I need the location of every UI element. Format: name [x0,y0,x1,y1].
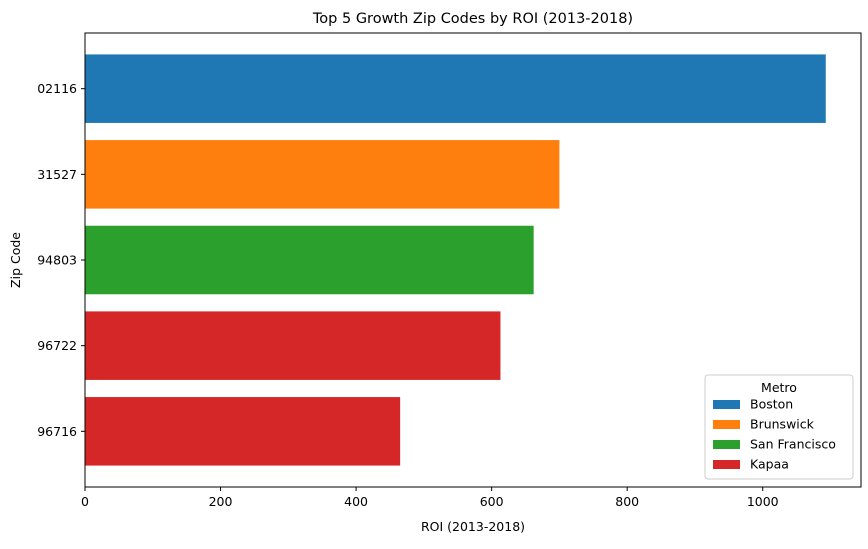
bar-02116 [85,54,826,123]
bar-96722 [85,311,501,380]
x-tick-label-600: 600 [480,494,504,509]
legend-entries: Boston Brunswick San Francisco Kapaa [713,397,836,472]
x-axis: 0 200 400 600 800 1000 [81,487,779,509]
y-axis: 02116 31527 94803 96722 96716 [37,81,85,439]
y-tick-label-96716: 96716 [37,424,77,439]
y-tick-label-02116: 02116 [37,81,77,96]
legend-box [704,374,854,480]
y-axis-label: Zip Code [8,232,23,288]
y-tick-label-94803: 94803 [37,253,77,268]
bars-layer [85,54,826,466]
bar-31527 [85,140,560,209]
bar-94803 [85,225,534,295]
x-tick-label-200: 200 [209,494,233,509]
x-tick-label-400: 400 [344,494,368,509]
legend-swatch-san-francisco [713,440,740,449]
x-tick-label-1000: 1000 [747,494,779,509]
legend-swatch-kapaa [713,460,740,469]
legend-swatch-boston [713,400,740,409]
x-tick-label-0: 0 [81,494,89,509]
legend-swatch-brunswick [713,420,740,429]
legend-label-brunswick: Brunswick [750,417,815,432]
bar-96716 [85,397,401,466]
legend-label-boston: Boston [750,397,793,412]
legend-label-kapaa: Kapaa [750,457,789,472]
chart-title: Top 5 Growth Zip Codes by ROI (2013-2018… [312,11,633,27]
x-axis-label: ROI (2013-2018) [421,519,525,534]
y-tick-label-31527: 31527 [37,167,77,182]
x-tick-label-800: 800 [615,494,639,509]
legend-title: Metro [761,380,797,395]
y-tick-label-96722: 96722 [37,338,77,353]
legend: Metro Boston Brunswick San Francisco Kapaa [704,374,854,480]
legend-label-san-francisco: San Francisco [750,437,836,452]
